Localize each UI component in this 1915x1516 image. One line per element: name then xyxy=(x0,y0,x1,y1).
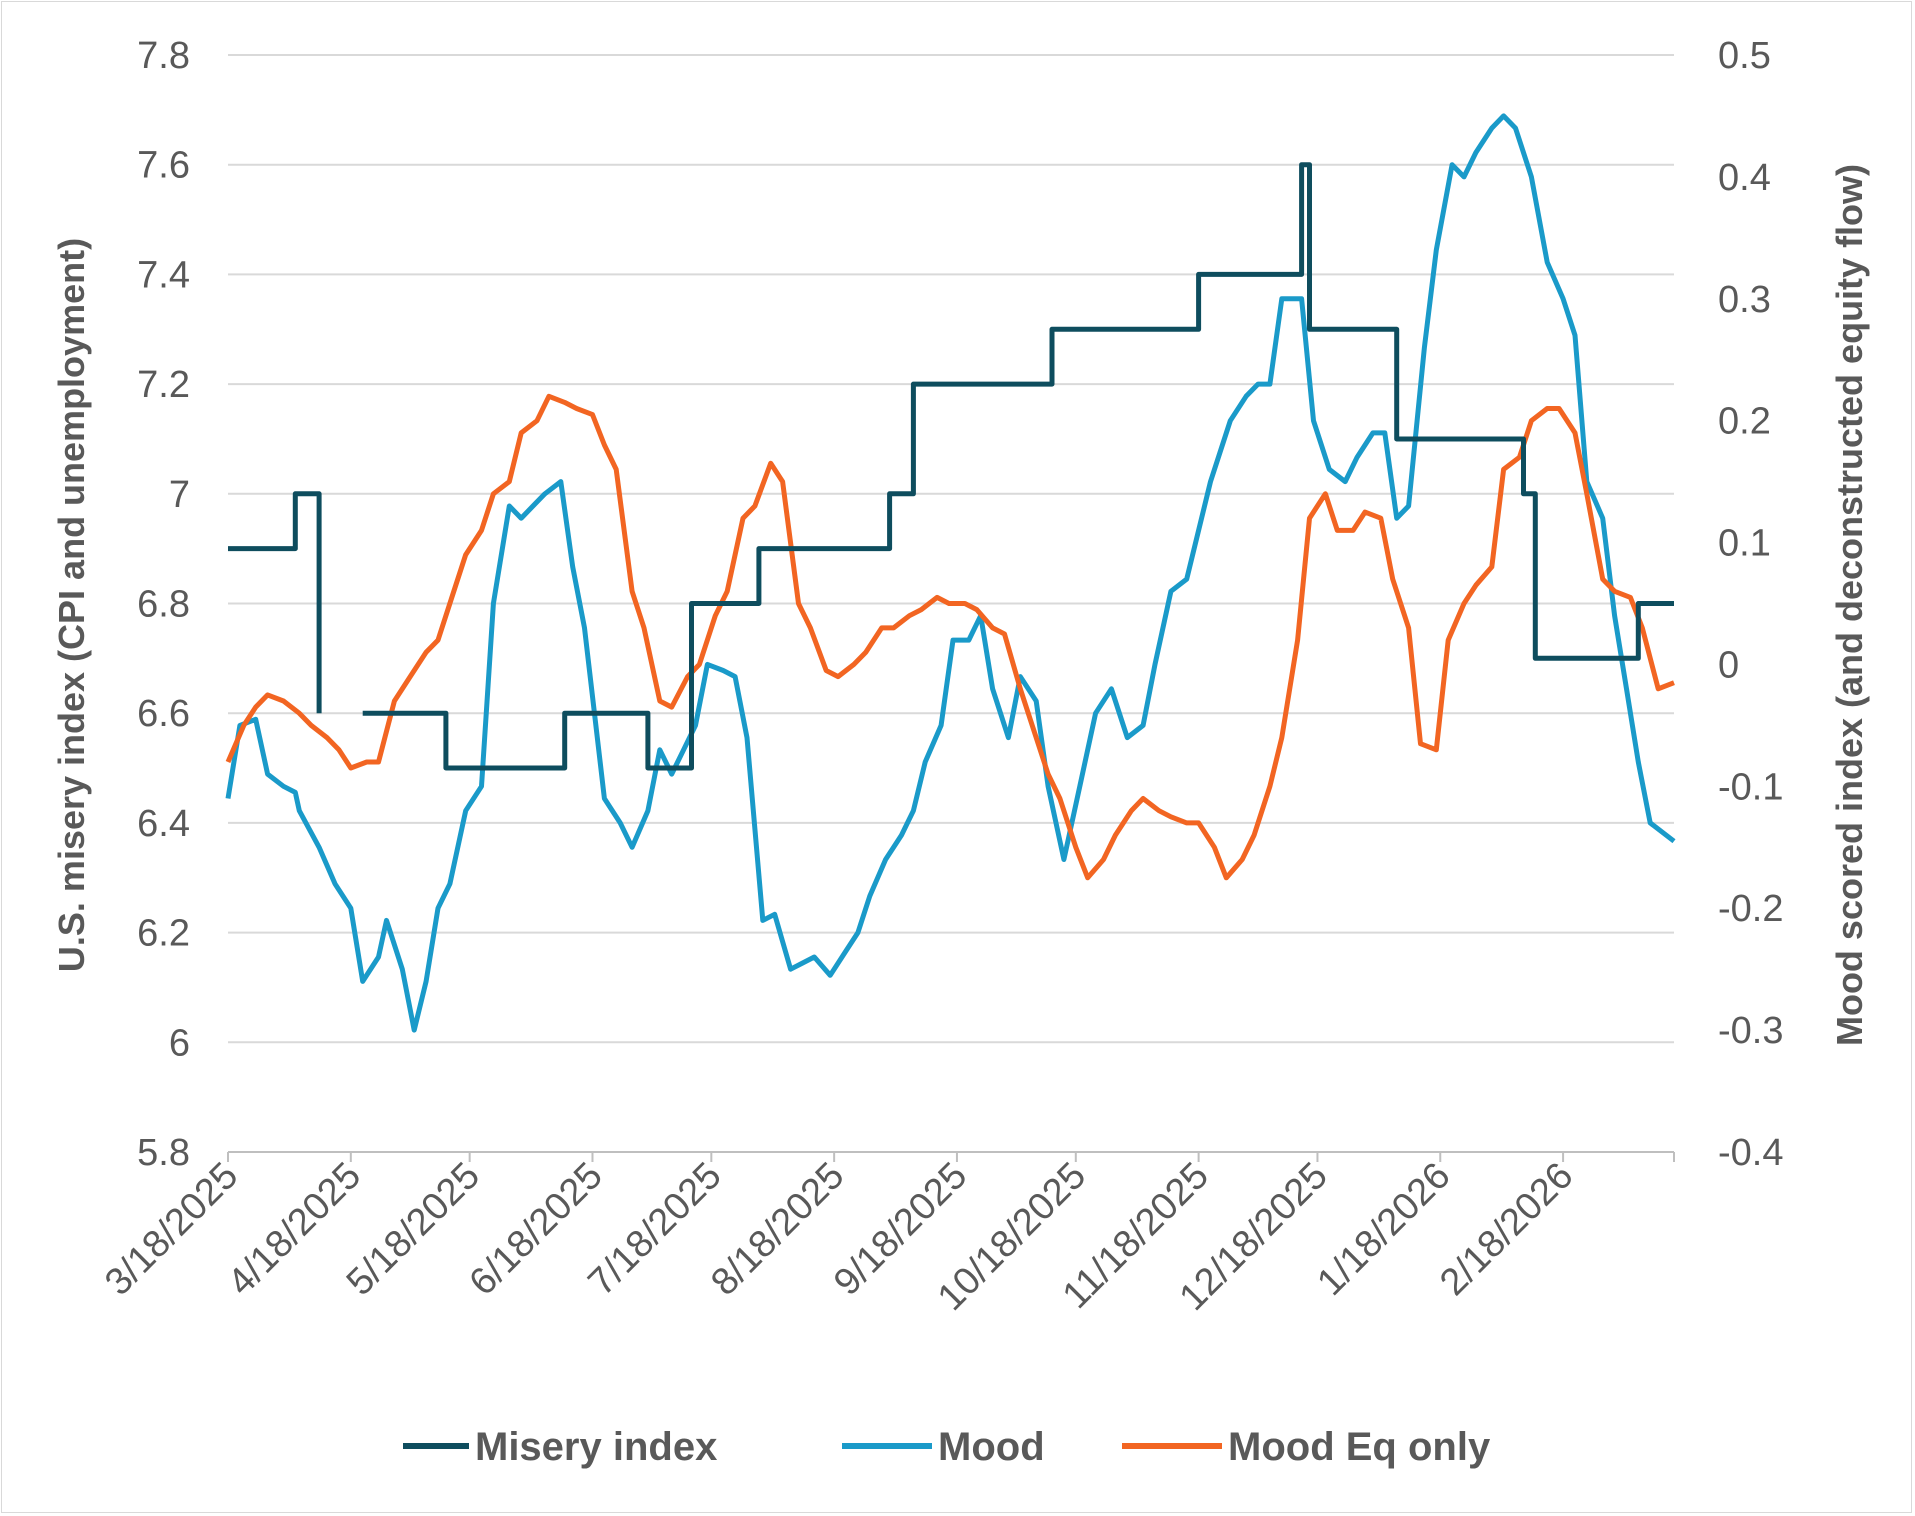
right-tick-label: 0.1 xyxy=(1718,523,1771,565)
left-tick-label: 7.2 xyxy=(137,364,190,406)
x-tick-marks xyxy=(227,1152,1675,1162)
right-tick-label: -0.3 xyxy=(1718,1010,1783,1052)
left-tick-label: 5.8 xyxy=(137,1132,190,1174)
series-layer xyxy=(225,113,1676,1033)
left-tick-label: 7.6 xyxy=(137,145,190,187)
left-tick-label: 7.4 xyxy=(137,254,190,296)
legend-label-misery-index: Misery index xyxy=(475,1425,717,1469)
left-tick-label: 6 xyxy=(169,1022,190,1064)
right-tick-label: -0.4 xyxy=(1718,1132,1783,1174)
left-tick-label: 7.8 xyxy=(137,35,190,77)
right-tick-label: 0.5 xyxy=(1718,35,1771,77)
legend-label-mood: Mood xyxy=(938,1425,1045,1469)
left-tick-label: 7 xyxy=(169,474,190,516)
right-tick-label: 0 xyxy=(1718,644,1739,686)
left-axis-ticks: 5.8 6 6.2 6.4 6.6 6.8 7 7.2 7.4 7.6 7.8 xyxy=(137,35,190,1174)
right-tick-label: 0.4 xyxy=(1718,157,1771,199)
left-axis-title: U.S. misery index (CPI and unemployment) xyxy=(51,238,92,972)
x-tick-label: 2/18/2026 xyxy=(1432,1155,1581,1304)
left-tick-label: 6.4 xyxy=(137,803,190,845)
right-tick-label: 0.3 xyxy=(1718,279,1771,321)
right-tick-label: 0.2 xyxy=(1718,401,1771,443)
right-tick-label: -0.1 xyxy=(1718,766,1783,808)
right-axis-ticks: -0.4 -0.3 -0.2 -0.1 0 0.1 0.2 0.3 0.4 0.5 xyxy=(1718,35,1783,1174)
left-tick-label: 6.2 xyxy=(137,913,190,955)
legend: Misery index Mood Mood Eq only xyxy=(403,1425,1491,1469)
series-line-misery-index xyxy=(228,162,1674,771)
legend-label-mood-eq-only: Mood Eq only xyxy=(1228,1425,1491,1469)
right-axis-title: Mood scored index (and deconstructed equ… xyxy=(1829,164,1870,1046)
left-tick-label: 6.8 xyxy=(137,584,190,626)
series-line-mood-eq-only xyxy=(225,393,1675,881)
x-tick-label: 8/18/2025 xyxy=(703,1155,852,1304)
x-tick-label: 1/18/2026 xyxy=(1309,1155,1458,1304)
x-tick-label: 3/18/2025 xyxy=(97,1155,246,1304)
x-axis-tick-labels: 3/18/20254/18/20255/18/20256/18/20257/18… xyxy=(97,1155,1581,1319)
series-line-mood xyxy=(225,113,1676,1033)
left-tick-label: 6.6 xyxy=(137,693,190,735)
gridlines xyxy=(228,54,1674,1044)
right-tick-label: -0.2 xyxy=(1718,888,1783,930)
